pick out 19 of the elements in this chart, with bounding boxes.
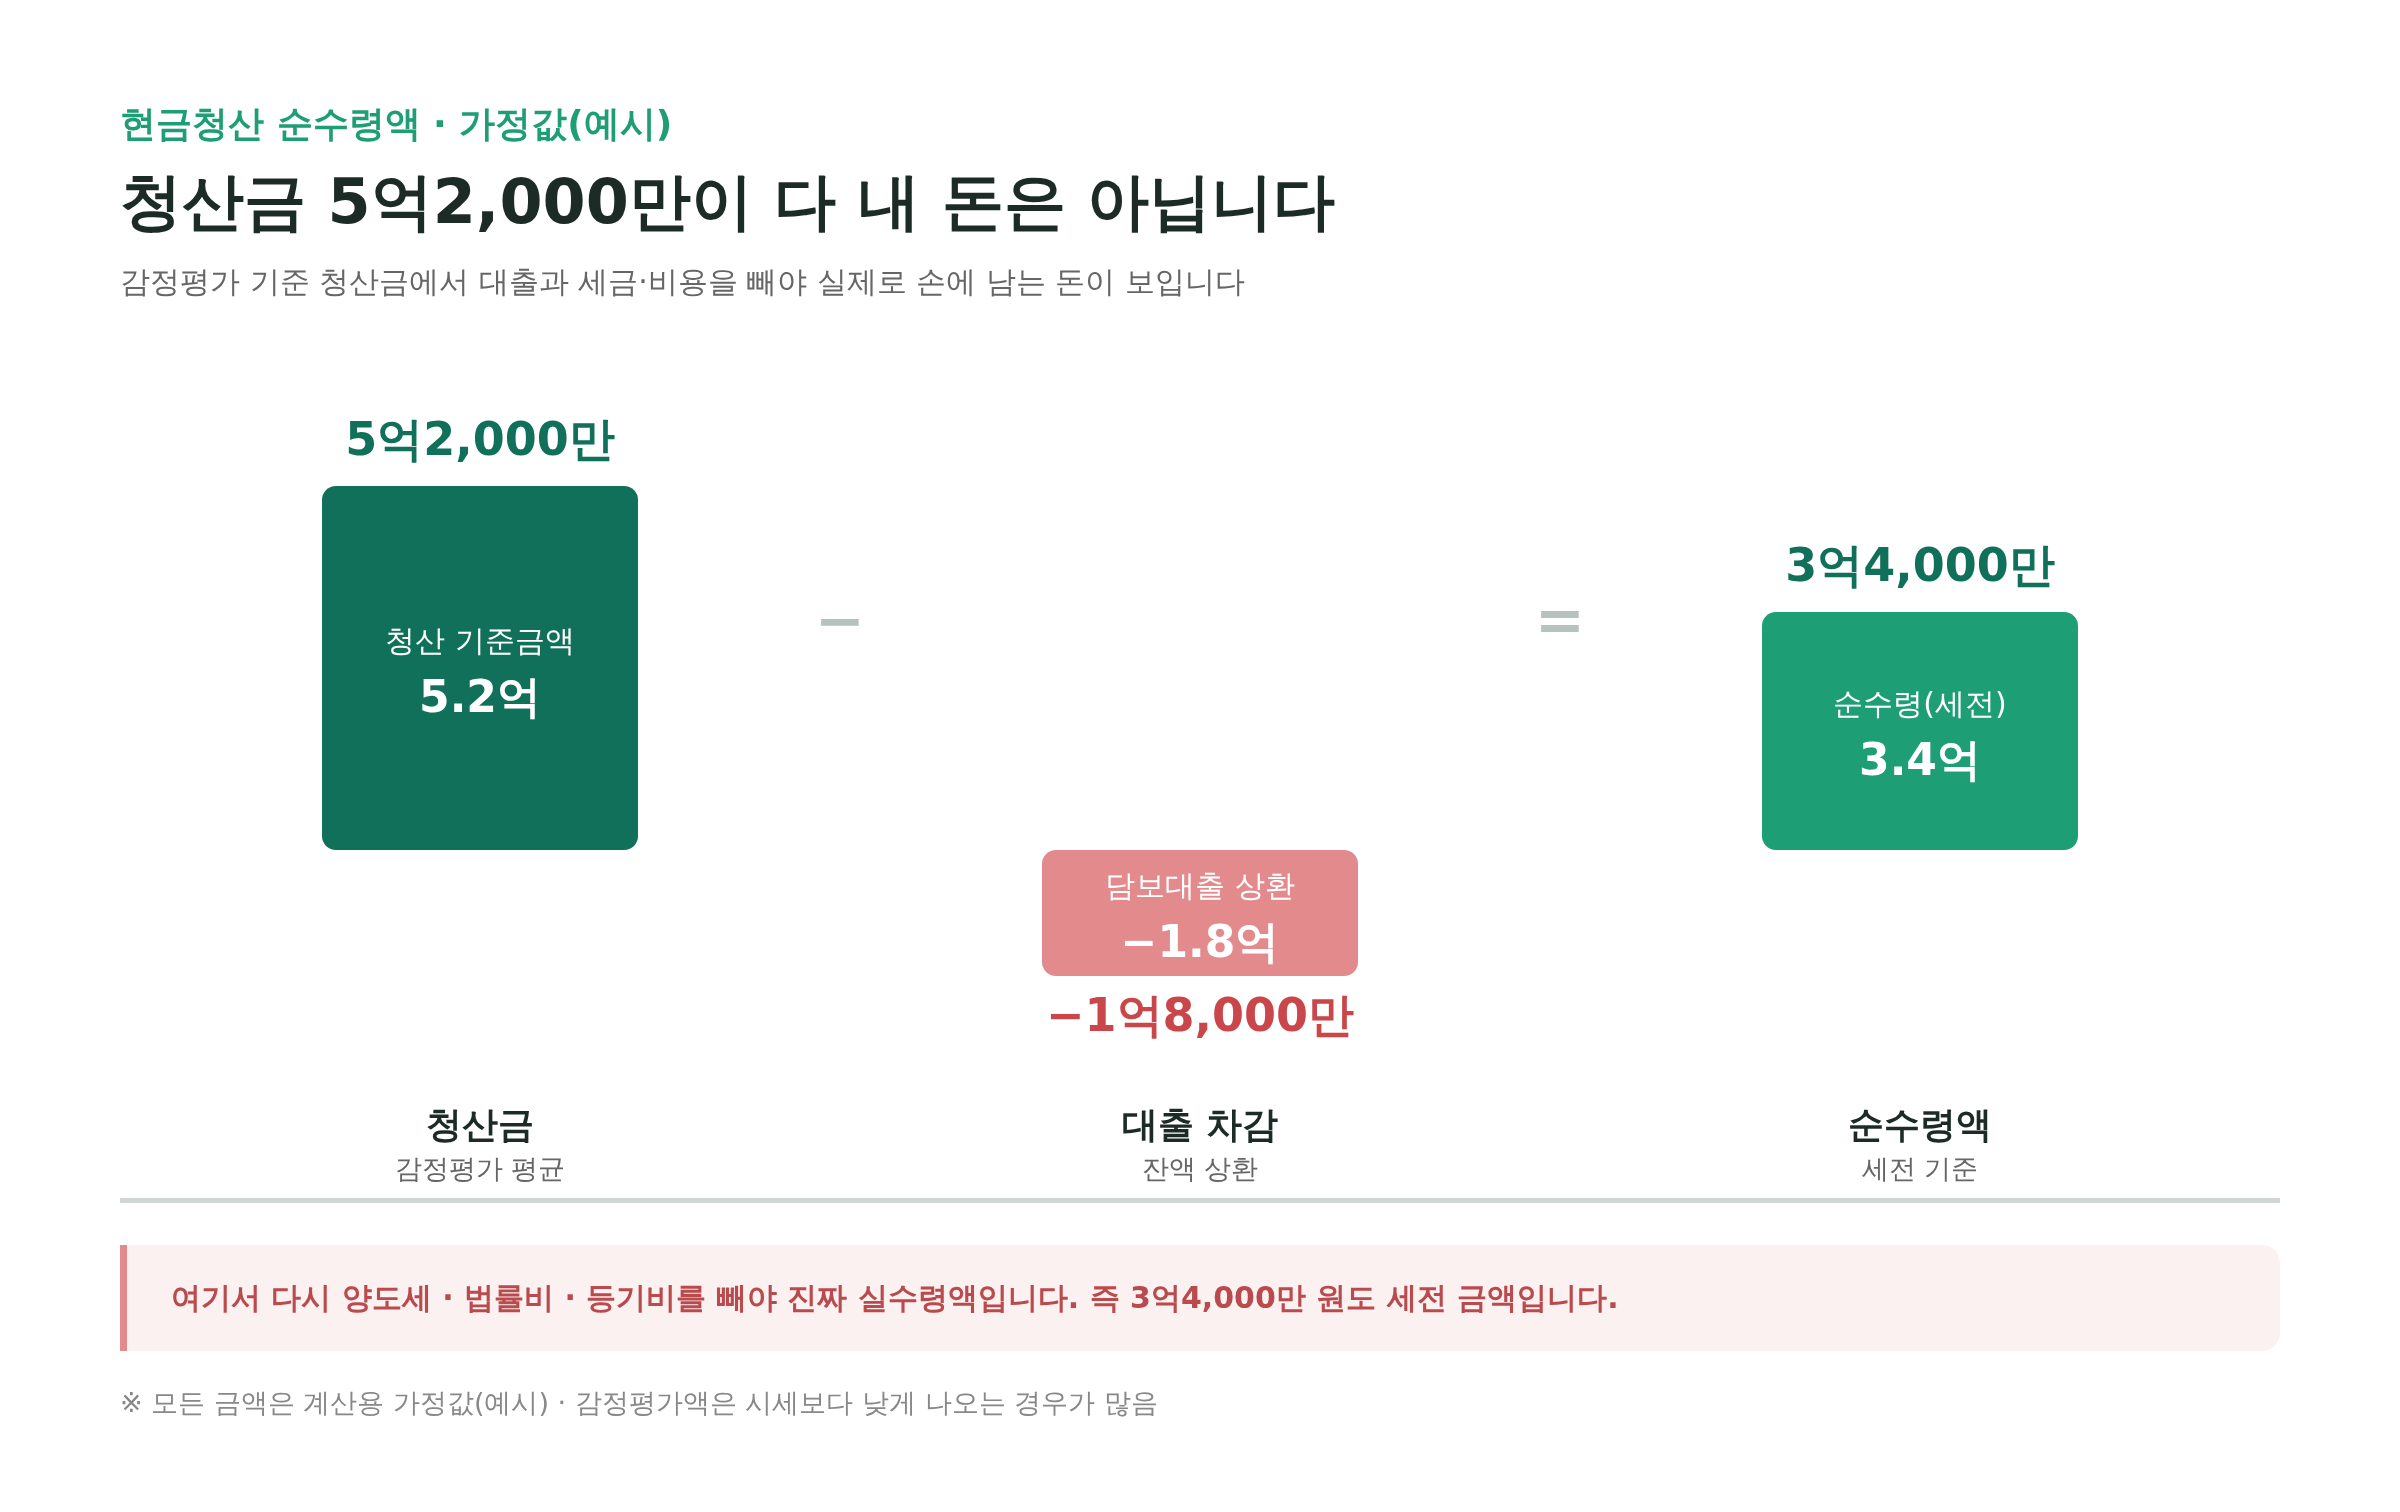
text: 세전 기준 [1861,1152,1979,1184]
data-label: 담보대출 상환 −1.8억 [1105,867,1295,967]
x-tick-label: 대출 차감 [1121,1103,1279,1145]
data-label: 순수령(세전) 3.4억 [1833,685,2007,785]
annotation: −1억8,000만 [1045,988,1355,1042]
text: 현금청산 순수령액 · 가정값(예시) [120,102,673,146]
annotation: = [1534,585,1586,655]
text: ※ 모든 금액은 계산용 가정값(예시) · 감정평가액은 시세보다 낮게 나오는 경우가 많음 [120,1386,1158,1420]
text: 잔액 상환 [1141,1152,1259,1184]
text: 감정평가 평균 [394,1152,566,1184]
x-tick-label: 청산금 [426,1103,534,1145]
text: 여기서 다시 양도세 · 법률비 · 등기비를 빼야 진짜 실수령액입니다. 즉 3억4,000만 원도 세전 금액입니다. [120,1245,2280,1351]
chart-subtitle: 감정평가 기준 청산금에서 대출과 세금·비용을 빼야 실제로 손에 남는 돈이 보입니다 [120,263,1245,301]
chart-title: 청산금 5억2,000만이 다 내 돈은 아닙니다 [120,164,1336,240]
data-label: 청산 기준금액 5.2억 [385,622,575,722]
annotation: − [814,585,866,655]
annotation: 3억4,000만 [1785,538,2055,592]
annotation: 5억2,000만 [345,412,615,466]
x-tick-label: 순수령액 [1848,1103,1992,1145]
